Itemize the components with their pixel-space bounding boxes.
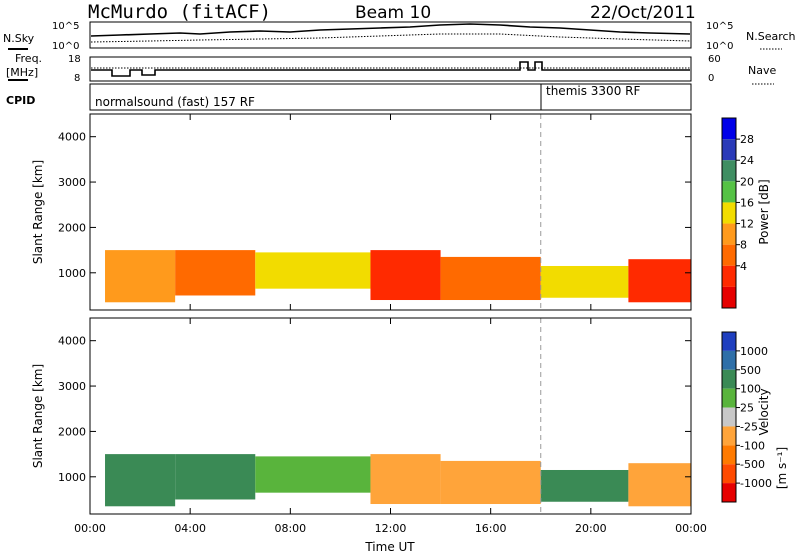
freq-label-2: [MHz] — [6, 66, 38, 79]
nave-tick-bottom: 0 — [708, 73, 714, 84]
noise-search-trace — [90, 33, 691, 43]
freq-trace — [91, 61, 690, 77]
velocity-colorbar-tick-label: -100 — [740, 439, 765, 452]
power-colorbar-tick-label: 24 — [740, 154, 754, 167]
beam-label: Beam 10 — [355, 3, 431, 23]
freq-tick-top: 18 — [68, 54, 81, 65]
velocity-colorbar-tick-label: 100 — [740, 383, 761, 396]
velocity-data-band — [370, 454, 441, 505]
velocity-colorbar-swatch — [722, 426, 736, 446]
noise-panel-frame — [89, 21, 692, 49]
y-tick-label: 4000 — [58, 131, 86, 144]
velocity-colorbar-tick-label: -1000 — [740, 477, 772, 490]
power-colorbar-swatch — [722, 265, 736, 287]
power-colorbar-tick-label: 12 — [740, 218, 754, 231]
power-data-band — [370, 250, 441, 301]
power-colorbar-swatch — [722, 139, 736, 161]
velocity-colorbar-label: Velocity — [757, 388, 771, 435]
velocity-colorbar-swatch — [722, 483, 736, 502]
y-tick-label: 3000 — [58, 176, 86, 189]
velocity-colorbar-tick-label: -500 — [740, 458, 765, 471]
date-label: 22/Oct/2011 — [590, 3, 696, 23]
power-colorbar-tick-label: 8 — [740, 239, 747, 252]
power-colorbar-swatch — [722, 223, 736, 245]
cpid-panel-frame — [89, 83, 692, 111]
noise-left-label: N.Sky — [3, 32, 35, 45]
y-tick-label: 2000 — [58, 425, 86, 438]
power-data-band — [540, 265, 629, 298]
x-tick-label: 16:00 — [475, 522, 507, 535]
velocity-data-band — [255, 456, 371, 493]
velocity-data-band — [628, 463, 691, 507]
nave-label: Nave — [748, 64, 776, 77]
x-axis-label: Time UT — [364, 540, 415, 554]
y-tick-label: 2000 — [58, 221, 86, 234]
station-title: McMurdo (fitACF) — [88, 1, 271, 23]
velocity-colorbar-tick-label: 500 — [740, 364, 761, 377]
velocity-colorbar-tick-label: 25 — [740, 402, 754, 415]
velocity-colorbar-frame — [721, 331, 737, 503]
noise-right-tick-bottom: 10^0 — [706, 41, 733, 52]
power-colorbar-tick-label: 20 — [740, 175, 754, 188]
power-colorbar-swatch — [722, 244, 736, 266]
freq-label-1: Freq. — [15, 52, 42, 65]
velocity-data-band — [175, 454, 256, 500]
noise-sky-trace — [90, 23, 691, 37]
y-tick-label: 1000 — [58, 267, 86, 280]
freq-tick-bottom: 8 — [74, 73, 80, 84]
power-colorbar-swatch — [722, 160, 736, 182]
velocity-colorbar-swatch — [722, 332, 736, 351]
noise-right-label: N.Search — [746, 30, 796, 43]
power-colorbar-swatch — [722, 202, 736, 224]
power-y-axis-label: Slant Range [km] — [31, 160, 45, 264]
velocity-y-axis-label: Slant Range [km] — [31, 364, 45, 468]
noise-right-tick-top: 10^5 — [706, 21, 733, 32]
power-colorbar-swatch — [722, 286, 736, 308]
velocity-colorbar-swatch — [722, 445, 736, 465]
power-colorbar-tick-label: 4 — [740, 260, 747, 273]
velocity-colorbar-units: [m s⁻¹] — [775, 447, 789, 489]
power-colorbar-tick-label: 28 — [740, 133, 754, 146]
velocity-colorbar-swatch — [722, 388, 736, 408]
y-tick-label: 4000 — [58, 335, 86, 348]
power-colorbar-swatch — [722, 118, 736, 140]
power-data-band — [105, 250, 176, 303]
cpid-label: CPID — [6, 94, 35, 107]
x-tick-label: 12:00 — [375, 522, 407, 535]
nave-tick-top: 60 — [708, 54, 721, 65]
y-tick-label: 1000 — [58, 471, 86, 484]
velocity-colorbar-swatch — [722, 369, 736, 389]
velocity-data-band — [540, 469, 629, 502]
velocity-data-band — [105, 454, 176, 507]
cpid-mode-1: normalsound (fast) 157 RF — [95, 95, 255, 109]
x-tick-label: 20:00 — [575, 522, 607, 535]
x-tick-label: 00:00 — [74, 522, 106, 535]
velocity-colorbar-swatch — [722, 464, 736, 484]
power-data-band — [440, 256, 541, 301]
power-colorbar-tick-label: 16 — [740, 196, 754, 209]
velocity-colorbar-tick-label: 1000 — [740, 345, 768, 358]
velocity-colorbar-swatch — [722, 350, 736, 370]
velocity-data-band — [440, 460, 541, 505]
x-tick-label: 04:00 — [174, 522, 206, 535]
noise-left-tick-top: 10^5 — [52, 21, 79, 32]
power-data-band — [175, 250, 256, 296]
power-colorbar-label: Power [dB] — [757, 179, 771, 244]
x-tick-label: 00:00 — [675, 522, 707, 535]
power-data-band — [255, 252, 371, 289]
noise-left-tick-bottom: 10^0 — [52, 41, 79, 52]
power-colorbar-swatch — [722, 181, 736, 203]
cpid-mode-2: themis 3300 RF — [546, 84, 640, 98]
x-tick-label: 08:00 — [274, 522, 306, 535]
y-tick-label: 3000 — [58, 380, 86, 393]
power-colorbar-frame — [721, 117, 737, 309]
velocity-colorbar-swatch — [722, 407, 736, 427]
freq-panel-frame — [89, 56, 692, 82]
power-data-band — [628, 259, 691, 303]
velocity-colorbar-tick-label: -25 — [740, 420, 758, 433]
